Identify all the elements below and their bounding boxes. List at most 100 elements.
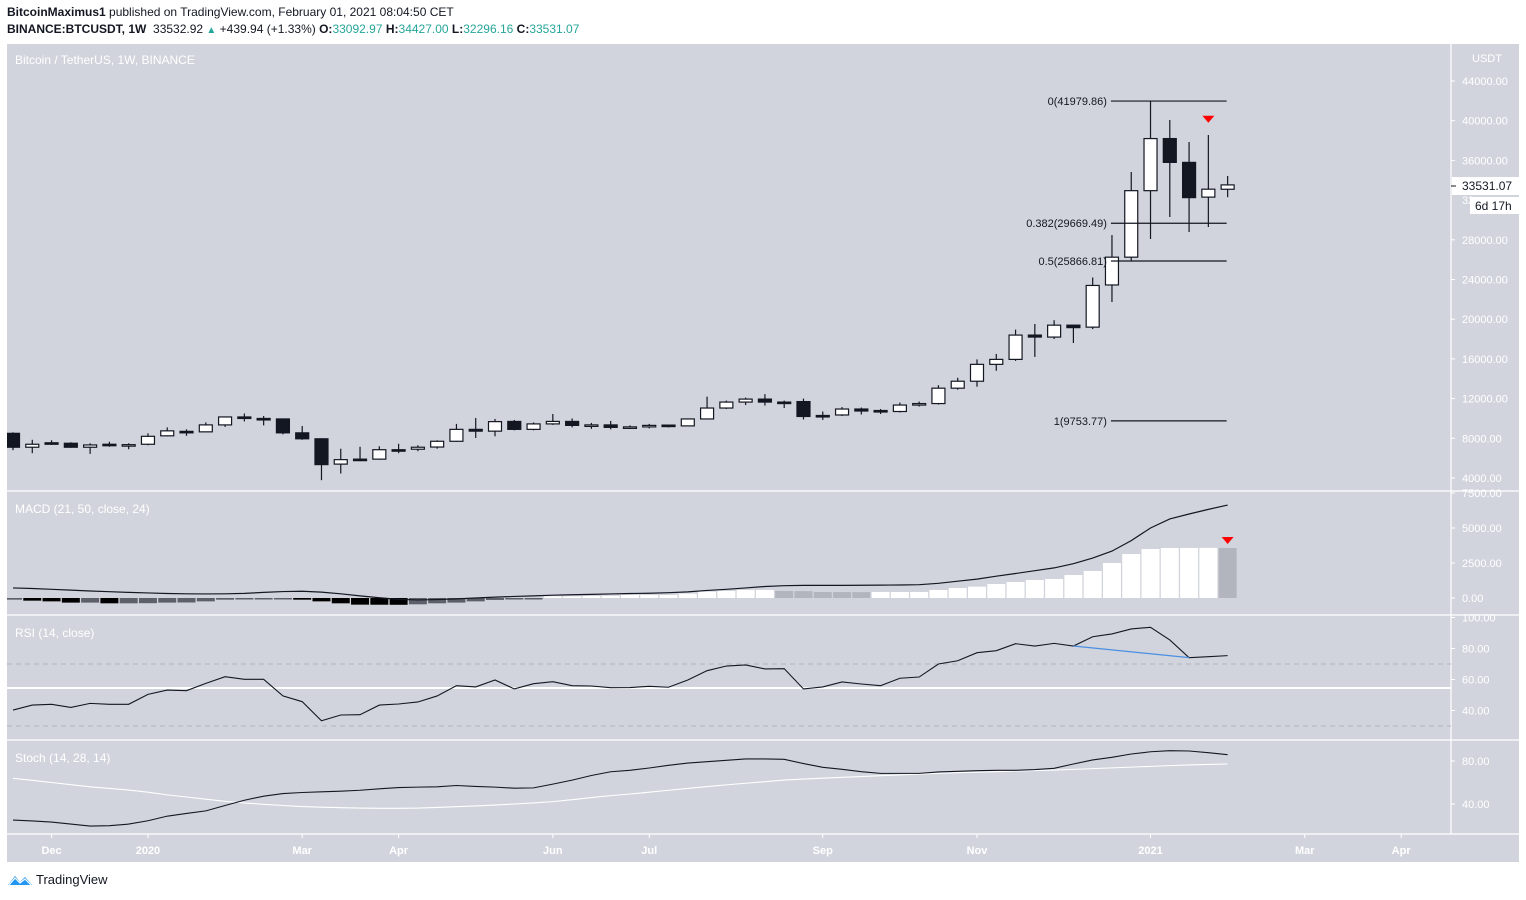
symbol-info: BINANCE:BTCUSDT, 1W 33532.92 ▲ +439.94 (… [7, 22, 579, 36]
macd-histogram-bar [408, 598, 427, 605]
stoch-pane [12, 750, 1228, 827]
last-price: 33532.92 [153, 22, 204, 36]
fib-level-label: 0(41979.86) [1048, 96, 1107, 108]
macd-histogram-bar [1199, 547, 1218, 598]
macd-histogram-bar [852, 592, 871, 598]
macd-histogram-bar [81, 598, 100, 603]
candle [545, 413, 560, 425]
candle [468, 417, 483, 439]
candle-body [391, 449, 406, 452]
candle-body [468, 428, 483, 432]
candle [969, 359, 985, 387]
macd-axis-label: 2500.00 [1462, 558, 1502, 570]
candle [295, 425, 310, 440]
candle [950, 377, 965, 390]
candle-body [372, 449, 387, 460]
rsi-pane-title: RSI (14, close) [15, 626, 94, 640]
candle [719, 400, 734, 410]
candle [1047, 320, 1062, 340]
candle-body [449, 428, 464, 442]
candle-body [430, 440, 445, 448]
candle-body [410, 446, 425, 450]
candle-body [622, 426, 638, 429]
author-name[interactable]: BitcoinMaximus1 [7, 5, 106, 19]
candle-body [777, 401, 792, 405]
fib-level-label: 0.5(25866.81) [1038, 256, 1107, 268]
time-axis-label: Sep [813, 845, 833, 857]
candle [565, 418, 580, 428]
candle-body [102, 443, 117, 447]
candle [854, 407, 869, 415]
macd-histogram-bar [61, 598, 80, 603]
macd-histogram-bar [1122, 554, 1141, 598]
brand-name: TradingView [36, 872, 108, 887]
macd-histogram-bar [351, 598, 370, 605]
candle [352, 446, 368, 462]
fib-level-label: 1(9753.77) [1054, 416, 1107, 428]
publish-text: published on TradingView.com, February 0… [105, 5, 454, 19]
rsi-line [12, 626, 1228, 722]
candle [777, 400, 792, 409]
bar-countdown-label: 6d 17h [1475, 199, 1512, 213]
macd-histogram-bar [1160, 548, 1179, 598]
macd-histogram-bar [968, 586, 986, 598]
candle [873, 409, 888, 414]
macd-axis-label: 0.00 [1462, 593, 1483, 605]
candle-body [83, 444, 98, 448]
candle-body [295, 432, 310, 440]
candle-body [217, 416, 233, 426]
macd-histogram-bar [1025, 580, 1044, 598]
tradingview-logo[interactable]: TradingView [7, 872, 108, 887]
price-axis-label: 16000.00 [1462, 354, 1508, 366]
macd-histogram-bar [524, 598, 543, 600]
macd-histogram-bar [563, 596, 582, 598]
candle [256, 415, 271, 426]
chart-background [7, 44, 1519, 862]
candle [372, 446, 387, 460]
macd-histogram-bar [273, 598, 292, 600]
rsi-pane [7, 626, 1451, 727]
macd-axis-label: 7500.00 [1462, 488, 1502, 500]
candle-body [1066, 324, 1081, 329]
candle [507, 419, 522, 431]
time-axis-label: Dec [41, 845, 61, 857]
candle [834, 407, 850, 416]
macd-histogram-bar [1064, 575, 1083, 598]
macd-histogram-bar [678, 593, 697, 598]
macd-histogram-bar [428, 598, 447, 604]
candle [449, 423, 464, 442]
macd-histogram-bar [948, 588, 967, 598]
close-value: 33531.07 [529, 22, 580, 36]
macd-histogram-bar [23, 598, 42, 601]
candle-body [680, 418, 695, 427]
candle-body [1181, 161, 1197, 199]
candle [430, 440, 445, 449]
macd-histogram-bar [1083, 571, 1102, 598]
candle-body [931, 387, 946, 405]
candle [1008, 329, 1023, 361]
candle-body [1027, 334, 1042, 338]
macd-histogram-bar [42, 598, 61, 602]
candle [217, 416, 233, 427]
price-axis-label: 12000.00 [1462, 394, 1508, 406]
candle-body [796, 400, 811, 418]
price-axis-label: 36000.00 [1462, 155, 1508, 167]
candle-body [44, 442, 59, 445]
macd-histogram-bar [1045, 579, 1064, 598]
candle [237, 413, 252, 422]
candle [44, 440, 59, 445]
candle-body [989, 358, 1004, 365]
candle-body [950, 380, 965, 389]
candle-body [25, 443, 40, 448]
candle [198, 422, 213, 433]
macd-histogram-bar [389, 598, 408, 605]
candle-body [352, 458, 368, 462]
candle-body [1104, 256, 1120, 286]
stoch-axis-label: 40.00 [1462, 799, 1490, 811]
candle [757, 394, 773, 406]
candle [102, 441, 117, 447]
time-axis-label: Jul [641, 845, 657, 857]
last-price-tag [1452, 177, 1519, 195]
macd-line [12, 504, 1228, 601]
